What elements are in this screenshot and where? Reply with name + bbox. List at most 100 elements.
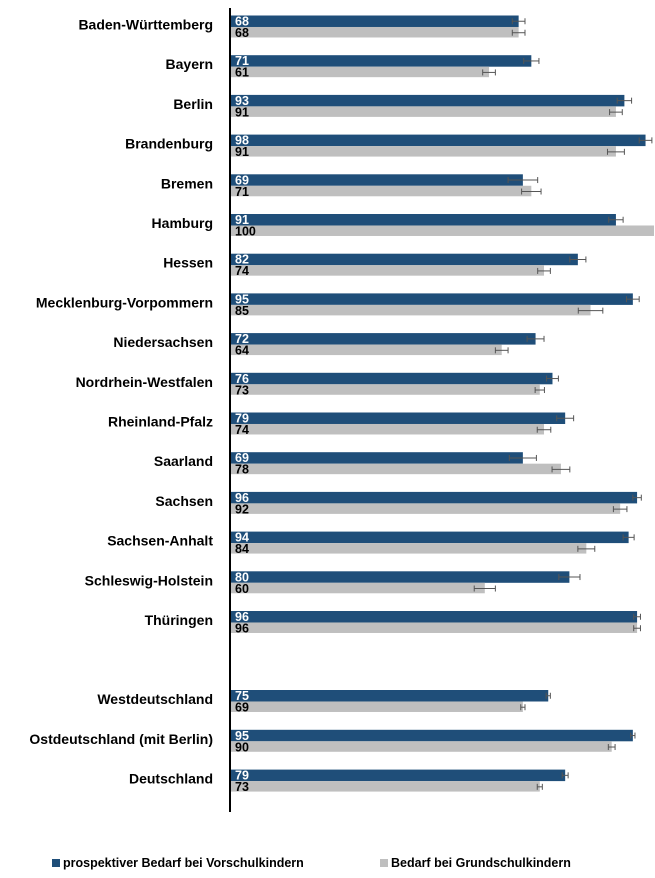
- category-label-westdeutschland: Westdeutschland: [97, 691, 213, 707]
- legend-label-series1: prospektiver Bedarf bei Vorschulkindern: [63, 856, 304, 870]
- errorbar-series2-sachsen-anhalt: [577, 545, 596, 552]
- bar-series1-bremen: [231, 174, 523, 186]
- bar-series2-ostdeutschland-mit-berlin: [231, 741, 612, 752]
- bar-series2-hamburg: [231, 225, 654, 236]
- bar-series2-saarland: [231, 463, 561, 475]
- value-label-series2-deutschland: 73: [235, 780, 249, 794]
- errorbar-series1-westdeutschland: [545, 692, 551, 699]
- errorbar-series2-baden-wuerttemberg: [511, 29, 526, 36]
- category-label-niedersachsen: Niedersachsen: [113, 334, 213, 350]
- legend: prospektiver Bedarf bei Vorschulkindern …: [0, 856, 655, 876]
- errorbar-series1-saarland: [508, 454, 537, 461]
- errorbar-series2-deutschland: [536, 783, 543, 790]
- bar-series1-niedersachsen: [231, 333, 536, 345]
- errorbar-series1-hessen: [569, 256, 587, 263]
- bar-series2-rheinland-pfalz: [231, 423, 545, 435]
- value-label-series1-baden-wuerttemberg: 68: [235, 15, 249, 29]
- value-label-series1-deutschland: 79: [235, 769, 249, 783]
- value-label-series2-nordrhein-westfalen: 73: [235, 383, 249, 397]
- bars: [231, 15, 654, 792]
- value-label-series1-thueringen: 96: [235, 610, 249, 624]
- errorbar-series1-deutschland: [561, 772, 569, 779]
- value-label-series1-sachsen: 96: [235, 491, 249, 505]
- legend-swatch-series2: [380, 859, 388, 867]
- bar-series1-saarland: [231, 452, 523, 464]
- value-label-series1-hamburg: 91: [235, 213, 249, 227]
- errorbar-series2-westdeutschland: [520, 704, 526, 711]
- errorbar-series2-hessen: [537, 267, 551, 274]
- value-label-series1-brandenburg: 98: [235, 134, 249, 148]
- value-label-series2-berlin: 91: [235, 105, 249, 119]
- legend-item-series2: Bedarf bei Grundschulkindern: [380, 856, 571, 870]
- value-label-series1-saarland: 69: [235, 451, 249, 465]
- value-label-series2-niedersachsen: 64: [235, 344, 249, 358]
- bar-series2-sachsen: [231, 503, 621, 514]
- value-label-series1-sachsen-anhalt: 94: [235, 531, 249, 545]
- errorbar-series2-rheinland-pfalz: [536, 426, 552, 433]
- errorbar-series1-mecklenburg-vorpommern: [626, 296, 640, 303]
- value-label-series1-berlin: 93: [235, 94, 249, 108]
- category-label-thueringen: Thüringen: [145, 612, 213, 628]
- value-label-series1-niedersachsen: 72: [235, 332, 249, 346]
- bar-series2-brandenburg: [231, 146, 616, 157]
- category-label-brandenburg: Brandenburg: [125, 136, 213, 152]
- category-label-sachsen-anhalt: Sachsen-Anhalt: [107, 533, 213, 549]
- value-label-series1-bremen: 69: [235, 173, 249, 187]
- category-label-berlin: Berlin: [173, 96, 213, 112]
- category-label-mecklenburg-vorpommern: Mecklenburg-Vorpommern: [36, 294, 213, 310]
- category-label-schleswig-holstein: Schleswig-Holstein: [85, 572, 213, 588]
- value-label-series1-bayern: 71: [235, 54, 249, 68]
- value-label-series2-rheinland-pfalz: 74: [235, 423, 249, 437]
- value-label-series2-saarland: 78: [235, 463, 249, 477]
- bar-series2-nordrhein-westfalen: [231, 384, 540, 395]
- bar-series1-westdeutschland: [231, 690, 549, 702]
- value-label-series2-mecklenburg-vorpommern: 85: [235, 304, 249, 318]
- errorbar-series1-brandenburg: [638, 137, 653, 144]
- errorbar-series1-schleswig-holstein: [558, 574, 581, 581]
- errorbar-series1-berlin: [616, 97, 633, 104]
- errorbar-series2-ostdeutschland-mit-berlin: [607, 744, 616, 751]
- value-label-series1-ostdeutschland-mit-berlin: 95: [235, 729, 249, 743]
- value-label-series1-westdeutschland: 75: [235, 689, 249, 703]
- value-label-series2-thueringen: 96: [235, 621, 249, 635]
- bar-series1-brandenburg: [231, 134, 646, 147]
- bar-series1-mecklenburg-vorpommern: [231, 293, 633, 305]
- bar-series1-sachsen-anhalt: [231, 531, 629, 544]
- legend-swatch-series1: [52, 859, 60, 867]
- errorbar-series2-sachsen: [612, 506, 628, 513]
- bar-series2-deutschland: [231, 781, 540, 792]
- value-label-series1-hessen: 82: [235, 253, 249, 267]
- bar-series2-mecklenburg-vorpommern: [231, 304, 591, 316]
- value-label-series2-bayern: 61: [235, 66, 249, 80]
- category-label-ostdeutschland-mit-berlin: Ostdeutschland (mit Berlin): [29, 731, 213, 747]
- value-label-series2-sachsen-anhalt: 84: [235, 542, 249, 556]
- bar-series2-bayern: [231, 66, 490, 78]
- category-label-sachsen: Sachsen: [155, 493, 213, 509]
- errorbar-series2-schleswig-holstein: [473, 585, 496, 592]
- bar-series2-sachsen-anhalt: [231, 543, 587, 554]
- bar-series1-bayern: [231, 55, 532, 67]
- value-label-series2-baden-wuerttemberg: 68: [235, 26, 249, 40]
- errorbar-series1-rheinland-pfalz: [556, 415, 575, 422]
- legend-label-series2: Bedarf bei Grundschulkindern: [391, 856, 571, 870]
- errorbar-series2-brandenburg: [606, 148, 625, 155]
- errorbar-series2-mecklenburg-vorpommern: [577, 307, 604, 314]
- value-label-series2-hessen: 74: [235, 264, 249, 278]
- bar-series1-thueringen: [231, 611, 638, 623]
- errorbar-series2-berlin: [609, 109, 623, 116]
- category-label-hessen: Hessen: [163, 255, 213, 271]
- bar-series2-hessen: [231, 265, 545, 276]
- bar-series1-baden-wuerttemberg: [231, 15, 519, 27]
- bar-series2-thueringen: [231, 622, 638, 633]
- bar-series1-nordrhein-westfalen: [231, 372, 553, 385]
- category-label-rheinland-pfalz: Rheinland-Pfalz: [108, 414, 213, 430]
- category-label-nordrhein-westfalen: Nordrhein-Westfalen: [76, 374, 213, 390]
- bar-series1-hamburg: [231, 214, 616, 226]
- category-labels: Baden-Württemberg Bayern Berlin Brandenburg…: [29, 17, 213, 787]
- bar-series1-sachsen: [231, 491, 638, 504]
- errorbar-series1-thueringen: [633, 613, 641, 620]
- value-label-series2-bremen: 71: [235, 185, 249, 199]
- category-label-hamburg: Hamburg: [152, 215, 213, 231]
- errorbar-series1-nordrhein-westfalen: [546, 375, 559, 382]
- bar-series2-bremen: [231, 185, 532, 197]
